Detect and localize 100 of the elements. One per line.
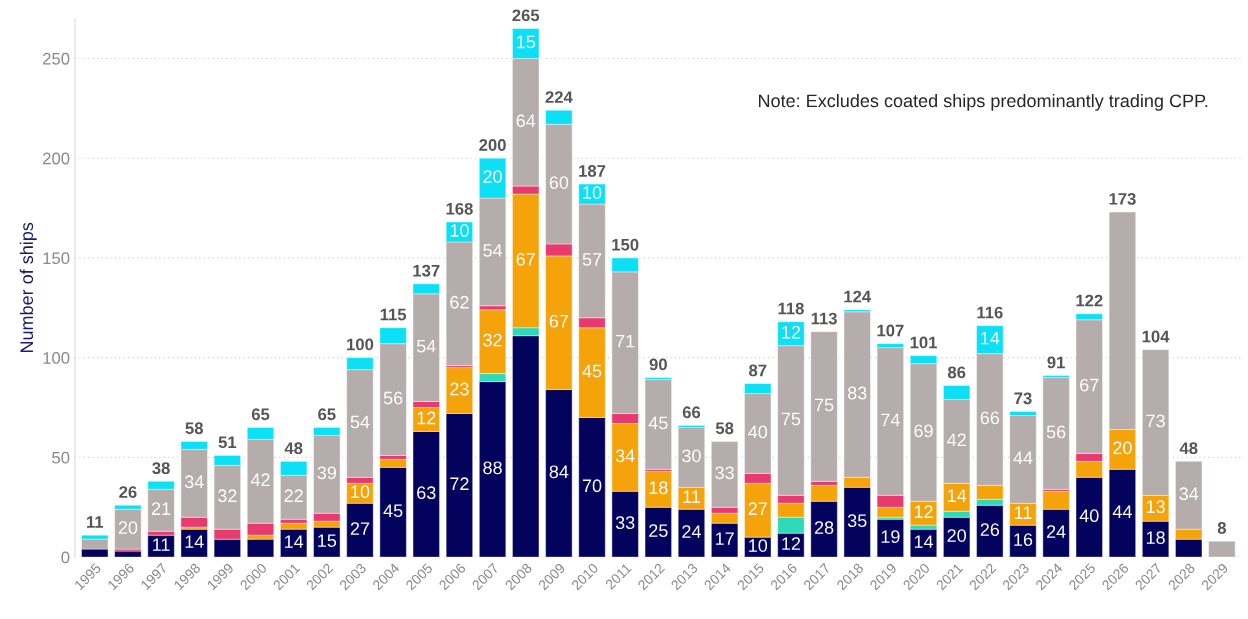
data-label: 17 (715, 532, 734, 545)
data-label: 72 (450, 477, 469, 490)
total-label: 168 (446, 202, 473, 215)
data-label: 44 (1112, 505, 1132, 518)
total-label: 58 (715, 422, 734, 435)
total-label: 200 (479, 139, 506, 151)
data-label: 20 (118, 521, 138, 535)
data-label: 40 (748, 425, 768, 439)
total-label: 73 (1014, 392, 1032, 405)
data-label: 23 (450, 382, 469, 396)
data-label: 84 (549, 465, 569, 479)
data-label: 12 (417, 411, 436, 425)
data-label: 34 (184, 475, 204, 489)
data-label: 12 (914, 505, 933, 518)
total-label: 66 (682, 406, 701, 419)
data-label: 45 (383, 504, 403, 518)
data-label: 45 (648, 416, 668, 430)
data-label: 30 (682, 449, 701, 463)
y-tick-label: 200 (43, 152, 70, 165)
data-label: 56 (1046, 425, 1066, 439)
data-label: 26 (980, 523, 1000, 537)
data-label: 33 (615, 516, 635, 530)
data-label: 56 (383, 391, 403, 405)
total-label: 187 (579, 165, 606, 177)
total-label: 137 (413, 264, 440, 277)
total-label: 65 (318, 408, 336, 421)
data-label: 12 (782, 537, 801, 550)
data-label: 39 (317, 466, 337, 480)
total-label: 90 (649, 358, 667, 371)
y-tick-label: 250 (43, 52, 70, 65)
data-label: 11 (1014, 506, 1032, 519)
data-label: 32 (218, 489, 237, 503)
data-label: 33 (715, 466, 734, 480)
total-label: 173 (1109, 192, 1136, 205)
total-label: 224 (545, 91, 573, 103)
data-label: 70 (582, 479, 602, 493)
data-label: 54 (350, 415, 370, 429)
data-label: 11 (153, 538, 170, 551)
total-label: 107 (877, 324, 904, 337)
data-label: 20 (483, 170, 502, 183)
data-label: 13 (1146, 500, 1165, 514)
data-label: 67 (1080, 378, 1099, 392)
data-label: 14 (185, 535, 204, 548)
total-label: 91 (1047, 356, 1065, 369)
data-label: 10 (351, 485, 370, 499)
data-label: 27 (350, 522, 370, 535)
data-label: 10 (749, 539, 768, 552)
data-label: 14 (285, 535, 304, 548)
data-label: 42 (947, 433, 966, 447)
total-label: 122 (1076, 294, 1103, 307)
data-label: 73 (1146, 414, 1165, 428)
data-label: 71 (616, 334, 635, 348)
data-label: 10 (583, 186, 602, 199)
y-tick-label: 100 (43, 352, 70, 364)
data-label: 62 (450, 295, 469, 309)
total-label: 51 (218, 436, 237, 449)
data-label: 66 (980, 411, 1000, 425)
data-label: 88 (483, 461, 502, 475)
data-label: 19 (881, 530, 900, 543)
data-label: 24 (682, 525, 701, 538)
total-label: 116 (977, 306, 1003, 319)
data-label: 11 (683, 490, 700, 503)
data-label: 24 (1046, 525, 1066, 538)
data-label: 15 (517, 35, 536, 49)
data-label: 67 (516, 252, 535, 266)
data-label: 63 (417, 486, 436, 500)
data-label: 28 (814, 521, 834, 535)
total-label: 58 (185, 422, 203, 435)
data-label: 75 (781, 412, 801, 426)
total-label: 118 (778, 302, 804, 315)
data-label: 40 (1079, 509, 1099, 523)
annotation: Note: Excludes coated ships predominantly trading CPP. (758, 93, 1208, 111)
total-label: 11 (87, 516, 104, 528)
total-label: 265 (512, 9, 540, 22)
data-label: 18 (1146, 531, 1165, 544)
total-label: 150 (612, 238, 639, 251)
total-label: 104 (1142, 330, 1170, 343)
data-label: 32 (483, 333, 502, 347)
total-label: 113 (811, 312, 837, 325)
total-label: 48 (1179, 442, 1198, 455)
data-label: 83 (847, 386, 867, 400)
data-label: 42 (250, 473, 270, 486)
data-label: 20 (947, 529, 967, 542)
data-label: 54 (416, 339, 436, 353)
total-label: 38 (152, 462, 170, 475)
data-label: 74 (881, 413, 900, 427)
total-label: 115 (380, 308, 407, 321)
y-tick-label: 150 (43, 252, 70, 265)
data-label: 75 (814, 398, 834, 412)
data-label: 15 (318, 534, 337, 547)
data-label: 44 (1013, 451, 1033, 465)
total-label: 101 (910, 336, 937, 349)
data-label: 18 (649, 481, 668, 495)
data-label: 14 (948, 489, 967, 502)
y-tick-label: 50 (52, 451, 70, 464)
total-label: 48 (284, 442, 303, 455)
data-label: 16 (1014, 533, 1033, 546)
data-label: 35 (847, 514, 867, 528)
data-label: 57 (582, 253, 602, 266)
total-label: 86 (947, 366, 966, 379)
